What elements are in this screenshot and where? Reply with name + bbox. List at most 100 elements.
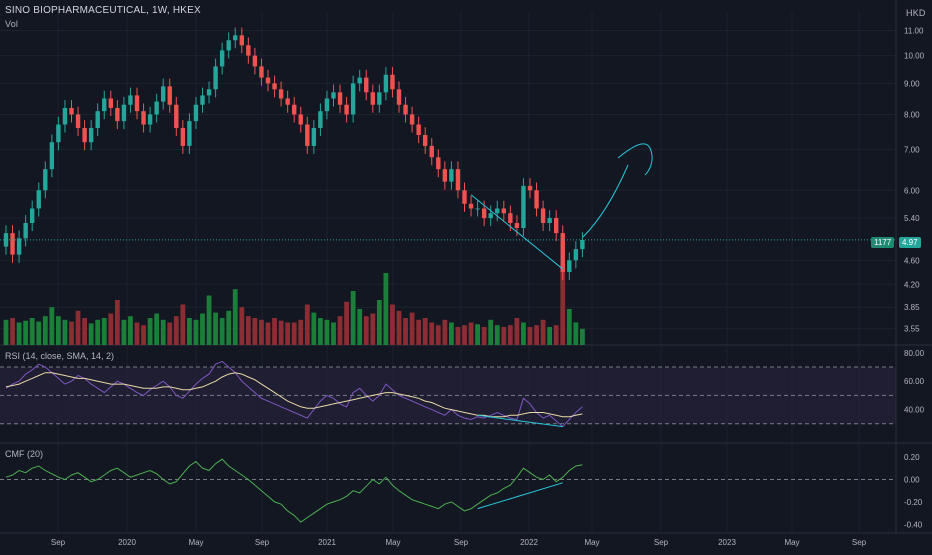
volume-bar [383, 273, 389, 345]
rsi-axis-tick: 60.00 [904, 377, 925, 386]
volume-bar [167, 322, 173, 345]
volume-bar [75, 310, 81, 345]
volume-bar [363, 316, 369, 345]
time-axis-tick: 2021 [318, 538, 336, 547]
cmf-divergence-line [477, 482, 563, 510]
volume-bar [357, 309, 363, 345]
volume-bar [304, 304, 310, 345]
time-axis-tick: 2023 [718, 538, 736, 547]
volume-bar [160, 319, 166, 345]
volume-bar [252, 318, 258, 345]
candle-body [409, 114, 415, 125]
candle-body [580, 239, 585, 250]
rsi-line [5, 360, 583, 428]
volume-bar [16, 322, 22, 345]
currency-label: HKD [906, 8, 926, 18]
candle-body [495, 208, 500, 214]
candle-body [318, 111, 323, 128]
volume-bar [62, 319, 68, 345]
candle-body [95, 111, 100, 128]
candle-body [423, 134, 428, 146]
candle-body [455, 169, 461, 191]
volume-bar [540, 319, 546, 345]
volume-bar [219, 318, 225, 345]
candle-body [233, 35, 238, 41]
volume-bar [10, 318, 15, 345]
candle-body [219, 50, 225, 67]
cmf-axis-tick: 0.00 [904, 475, 920, 484]
projection-curve [582, 164, 629, 238]
candle-body [436, 157, 441, 170]
time-axis-tick: Sep [654, 538, 669, 547]
time-axis-tick: Sep [51, 538, 66, 547]
volume-bar [501, 327, 507, 345]
candle-body [416, 124, 421, 135]
candle-body [514, 222, 520, 229]
candle-body [429, 145, 434, 158]
candle-body [62, 107, 68, 125]
candle-body [554, 218, 559, 234]
candle-body [278, 89, 284, 99]
volume-bar [272, 318, 277, 345]
volume-bar [259, 319, 264, 345]
candle-body [121, 104, 127, 122]
volume-bar [206, 295, 212, 345]
volume-bar [350, 291, 356, 345]
candle-body [30, 208, 35, 223]
candle-body [265, 77, 271, 84]
volume-bar [23, 320, 29, 345]
price-axis-tick: 9.00 [904, 79, 920, 88]
volume-bar [449, 322, 454, 345]
volume-bar [29, 318, 35, 345]
volume-bar [560, 264, 566, 345]
cmf-line [5, 458, 583, 523]
volume-bar [56, 316, 61, 345]
candle-body [23, 222, 28, 239]
candle-body [16, 238, 22, 255]
candle-body [154, 101, 159, 115]
volume-bar [455, 327, 461, 345]
candle-body [10, 233, 15, 255]
candle-body [508, 213, 513, 223]
candle-body [298, 114, 303, 125]
candle-body [501, 208, 506, 214]
price-axis-tick: 3.55 [904, 325, 920, 334]
rsi-axis-tick: 40.00 [904, 406, 925, 415]
volume-bar [488, 319, 494, 345]
cmf-axis-tick: 0.20 [904, 453, 920, 462]
volume-bar [547, 327, 553, 345]
volume-bar [134, 322, 140, 345]
last-price-tag: 4.97 [899, 237, 921, 248]
candle-body [534, 190, 539, 209]
candle-body [560, 233, 565, 273]
volume-bar [481, 327, 487, 345]
candle-body [272, 83, 277, 90]
candle-body [128, 95, 133, 105]
volume-bar [173, 316, 179, 345]
candle-body [449, 169, 454, 182]
volume-bar [494, 325, 500, 345]
volume-bar [114, 300, 120, 345]
volume-bar [245, 316, 251, 345]
volume-bar [101, 318, 107, 345]
volume-bar [88, 323, 94, 345]
candle-body [573, 249, 579, 261]
volume-bar [475, 324, 480, 345]
time-axis-tick: Sep [852, 538, 867, 547]
volume-bar [396, 310, 402, 345]
candle-body [141, 111, 146, 125]
candle-body [567, 260, 572, 273]
candle-body [481, 208, 487, 219]
volume-bar [462, 325, 467, 345]
volume-price-tag: 1177 [871, 237, 895, 248]
volume-bar [521, 322, 526, 345]
candle-body [115, 107, 120, 122]
candle-body [462, 190, 467, 204]
candle-body [364, 77, 369, 93]
time-axis-tick: May [188, 538, 203, 547]
candle-body [246, 45, 251, 56]
volume-bar [390, 304, 395, 345]
candle-body [396, 89, 402, 105]
